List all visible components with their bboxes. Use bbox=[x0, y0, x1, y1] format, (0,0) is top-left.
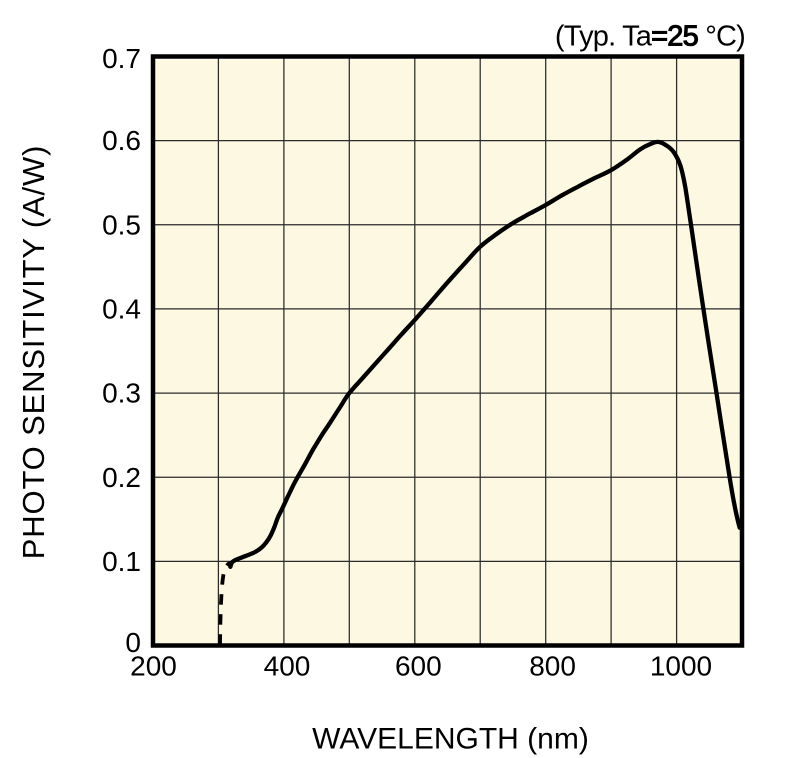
svg-text:0.2: 0.2 bbox=[102, 462, 141, 493]
svg-text:0.1: 0.1 bbox=[102, 546, 141, 577]
svg-text:0.6: 0.6 bbox=[102, 125, 141, 156]
svg-text:200: 200 bbox=[130, 651, 177, 682]
svg-text:400: 400 bbox=[264, 651, 311, 682]
svg-text:0.3: 0.3 bbox=[102, 378, 141, 409]
svg-text:0.5: 0.5 bbox=[102, 209, 141, 240]
svg-text:0.7: 0.7 bbox=[102, 43, 141, 74]
svg-text:WAVELENGTH (nm): WAVELENGTH (nm) bbox=[312, 723, 589, 756]
svg-text:PHOTO SENSITIVITY (A/W): PHOTO SENSITIVITY (A/W) bbox=[16, 145, 51, 560]
svg-text:0.4: 0.4 bbox=[102, 294, 141, 325]
svg-text:600: 600 bbox=[395, 651, 442, 682]
svg-text:1000: 1000 bbox=[650, 651, 712, 682]
svg-text:(Typ. Ta=25 °C): (Typ. Ta=25 °C) bbox=[555, 21, 745, 53]
svg-text:800: 800 bbox=[529, 651, 576, 682]
svg-text:0: 0 bbox=[125, 627, 141, 658]
